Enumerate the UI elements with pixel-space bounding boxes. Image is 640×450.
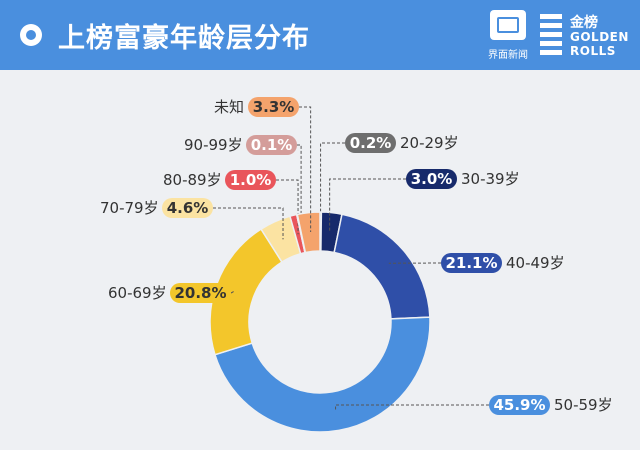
category-label-60-69岁: 60-69岁 xyxy=(108,284,167,302)
jiemian-logo-text: 界面新闻 xyxy=(488,50,528,61)
leader-line-未知 xyxy=(299,106,312,232)
leader-line-90-99岁 xyxy=(297,144,302,234)
title-bullet-icon xyxy=(20,24,42,46)
jiemian-logo: 界面新闻 xyxy=(488,10,528,62)
golden-rolls-mark-icon xyxy=(540,14,562,58)
category-label-80-89岁: 80-89岁 xyxy=(163,171,222,189)
leader-line-70-79岁 xyxy=(213,207,284,240)
category-label-90-99岁: 90-99岁 xyxy=(184,136,243,154)
value-badge-80-89岁: 1.0% xyxy=(225,170,276,190)
leader-line-50-59岁 xyxy=(335,404,489,412)
value-badge-90-99岁: 0.1% xyxy=(246,135,297,155)
leader-line-30-39岁 xyxy=(329,178,406,233)
donut-slice-50-59岁 xyxy=(214,316,431,433)
category-label-50-59岁: 50-59岁 xyxy=(554,396,613,414)
leader-line-80-89岁 xyxy=(276,179,299,235)
value-badge-60-69岁: 20.8% xyxy=(170,283,231,303)
value-badge-30-39岁: 3.0% xyxy=(406,169,457,189)
header-bar: 上榜富豪年龄层分布 界面新闻 金榜 GOLDEN ROLLS xyxy=(0,0,640,70)
donut-slice-未知 xyxy=(296,211,321,254)
value-badge-未知: 3.3% xyxy=(248,97,299,117)
golden-rolls-en-line2: ROLLS xyxy=(570,44,616,58)
donut-slice-40-49岁 xyxy=(333,213,431,320)
value-badge-40-49岁: 21.1% xyxy=(441,253,502,273)
category-label-30-39岁: 30-39岁 xyxy=(461,170,520,188)
jiemian-logo-icon xyxy=(490,10,526,40)
category-label-40-49岁: 40-49岁 xyxy=(506,254,565,272)
value-badge-20-29岁: 0.2% xyxy=(345,133,396,153)
leader-line-60-69岁 xyxy=(230,290,236,294)
value-badge-50-59岁: 45.9% xyxy=(489,395,550,415)
category-label-70-79岁: 70-79岁 xyxy=(100,199,159,217)
page-title: 上榜富豪年龄层分布 xyxy=(58,23,310,54)
category-label-未知: 未知 xyxy=(214,98,245,116)
golden-rolls-en-line1: GOLDEN xyxy=(570,30,629,44)
value-badge-70-79岁: 4.6% xyxy=(162,198,213,218)
golden-rolls-cn: 金榜 xyxy=(570,15,598,31)
golden-rolls-logo: 金榜 GOLDEN ROLLS xyxy=(540,12,632,62)
category-label-20-29岁: 20-29岁 xyxy=(400,134,459,152)
